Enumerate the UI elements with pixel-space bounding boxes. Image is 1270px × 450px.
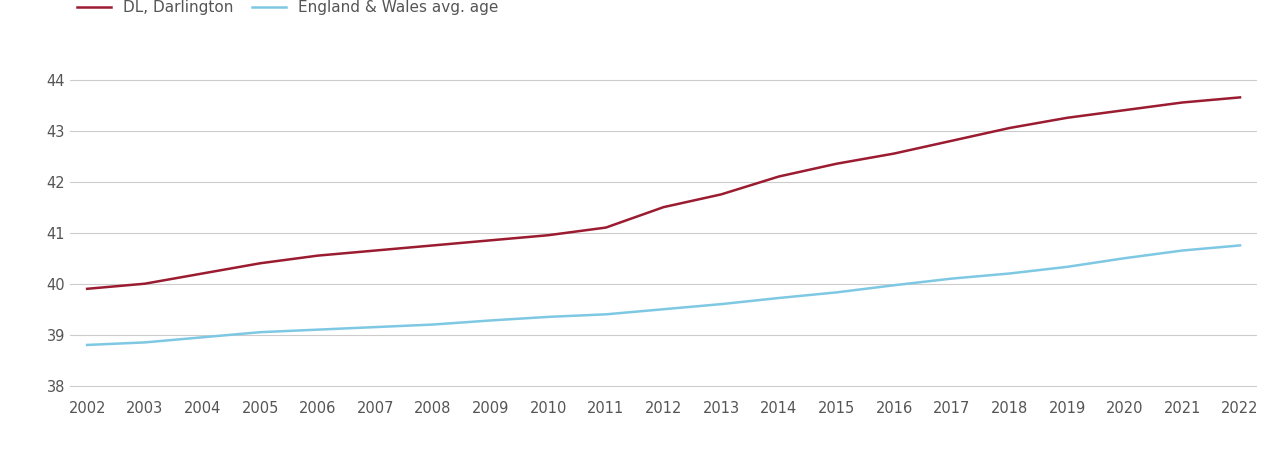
DL, Darlington xyxy=(1232,94,1247,100)
England & Wales avg. age xyxy=(829,290,845,295)
England & Wales avg. age xyxy=(253,329,268,335)
England & Wales avg. age xyxy=(886,283,902,288)
England & Wales avg. age xyxy=(657,306,672,312)
England & Wales avg. age xyxy=(80,342,95,348)
DL, Darlington xyxy=(483,238,498,243)
DL, Darlington xyxy=(1059,115,1074,121)
England & Wales avg. age xyxy=(1175,248,1190,253)
DL, Darlington xyxy=(80,286,95,292)
England & Wales avg. age xyxy=(1059,264,1074,270)
DL, Darlington xyxy=(829,161,845,166)
DL, Darlington xyxy=(657,204,672,210)
England & Wales avg. age xyxy=(425,322,441,327)
DL, Darlington xyxy=(1118,108,1133,113)
Legend: DL, Darlington, England & Wales avg. age: DL, Darlington, England & Wales avg. age xyxy=(77,0,498,15)
DL, Darlington xyxy=(886,151,902,156)
DL, Darlington xyxy=(253,261,268,266)
DL, Darlington xyxy=(714,192,729,197)
DL, Darlington xyxy=(1175,100,1190,105)
England & Wales avg. age xyxy=(1002,271,1017,276)
DL, Darlington xyxy=(368,248,384,253)
DL, Darlington xyxy=(137,281,152,286)
England & Wales avg. age xyxy=(368,324,384,330)
England & Wales avg. age xyxy=(714,302,729,307)
DL, Darlington xyxy=(598,225,613,230)
DL, Darlington xyxy=(771,174,786,179)
Line: England & Wales avg. age: England & Wales avg. age xyxy=(88,245,1240,345)
DL, Darlington xyxy=(1002,125,1017,130)
Line: DL, Darlington: DL, Darlington xyxy=(88,97,1240,289)
DL, Darlington xyxy=(194,271,210,276)
England & Wales avg. age xyxy=(598,312,613,317)
England & Wales avg. age xyxy=(771,295,786,301)
England & Wales avg. age xyxy=(310,327,325,333)
DL, Darlington xyxy=(425,243,441,248)
England & Wales avg. age xyxy=(137,340,152,345)
England & Wales avg. age xyxy=(194,335,210,340)
DL, Darlington xyxy=(310,253,325,258)
England & Wales avg. age xyxy=(1232,243,1247,248)
England & Wales avg. age xyxy=(944,276,959,281)
England & Wales avg. age xyxy=(483,318,498,323)
DL, Darlington xyxy=(541,233,556,238)
England & Wales avg. age xyxy=(1118,256,1133,261)
England & Wales avg. age xyxy=(541,314,556,319)
DL, Darlington xyxy=(944,138,959,144)
